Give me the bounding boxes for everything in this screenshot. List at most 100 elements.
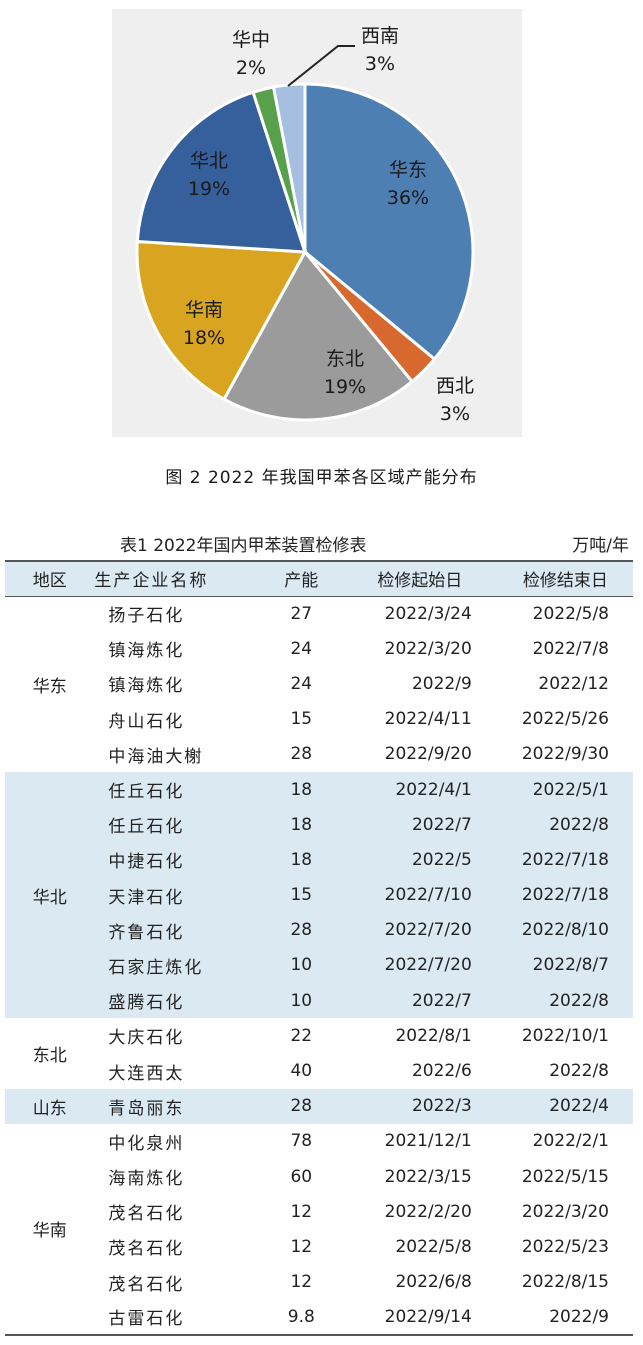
company-cell: 中海油大榭 — [108, 746, 204, 767]
leader-line — [287, 45, 355, 87]
table-row: 任丘石化 18 2022/7 2022/8 — [5, 807, 633, 843]
table-row: 茂名石化 12 2022/6/8 2022/8/15 — [5, 1264, 633, 1300]
end-date-cell: 2022/2/1 — [532, 1131, 609, 1152]
end-date-cell: 2022/5/15 — [521, 1166, 609, 1187]
capacity-cell: 27 — [290, 603, 313, 624]
slice-percent: 19% — [324, 376, 366, 398]
capacity-cell: 28 — [290, 1096, 313, 1117]
start-date-cell: 2022/6 — [411, 1061, 472, 1082]
slice-percent: 36% — [387, 187, 429, 209]
end-date-cell: 2022/7/18 — [521, 849, 609, 870]
capacity-cell: 24 — [290, 673, 313, 694]
table-row: 石家庄炼化 10 2022/7/20 2022/8/7 — [5, 947, 633, 984]
start-date-cell: 2022/4/1 — [395, 779, 472, 800]
slice-label: 华中 — [232, 29, 270, 51]
start-date-cell: 2022/9/14 — [384, 1306, 472, 1327]
capacity-cell: 18 — [290, 849, 313, 870]
start-date-cell: 2022/3/24 — [384, 603, 472, 624]
end-date-cell: 2022/8 — [549, 1061, 609, 1082]
company-cell: 扬子石化 — [108, 606, 185, 627]
capacity-cell: 15 — [290, 709, 313, 730]
capacity-cell: 18 — [290, 779, 313, 800]
table-row: 茂名石化 12 2022/5/8 2022/5/23 — [5, 1229, 633, 1265]
slice-percent: 18% — [183, 327, 225, 349]
end-date-cell: 2022/5/1 — [532, 779, 609, 800]
company-cell: 天津石化 — [108, 887, 185, 908]
slice-label: 西南 — [361, 25, 399, 47]
region-cell: 华北 — [32, 887, 67, 908]
end-date-cell: 2022/8/15 — [521, 1272, 609, 1293]
capacity-cell: 10 — [290, 955, 313, 976]
company-cell: 海南炼化 — [108, 1169, 185, 1190]
capacity-cell: 28 — [290, 744, 313, 765]
start-date-cell: 2022/8/1 — [395, 1025, 472, 1046]
group-shandong: 山东 青岛丽东 28 2022/3 2022/4 — [5, 1088, 633, 1124]
end-date-cell: 2022/5/23 — [521, 1236, 609, 1257]
header-start-date: 检修起始日 — [377, 571, 463, 592]
table-row: 茂名石化 12 2022/2/20 2022/3/20 — [5, 1194, 633, 1230]
start-date-cell: 2021/12/1 — [384, 1131, 472, 1152]
table-row: 东北 大庆石化 22 2022/8/1 2022/10/1 — [5, 1018, 633, 1066]
slice-label: 华东 — [389, 159, 427, 181]
region-cell: 华南 — [32, 1221, 67, 1242]
pie-chart: 华东 36% 西北 3% 东北 19% 华南 18% 华北 19% 华中 2% 西南 3% — [135, 25, 475, 425]
header-end-date: 检修结束日 — [522, 571, 608, 592]
pie-slice-2 — [222, 249, 415, 422]
slice-percent: 3% — [440, 403, 470, 425]
company-cell: 中捷石化 — [108, 852, 185, 873]
start-date-cell: 2022/2/20 — [384, 1201, 472, 1222]
start-date-cell: 2022/6/8 — [395, 1272, 472, 1293]
end-date-cell: 2022/5/8 — [532, 603, 609, 624]
group-dongbei: 东北 大庆石化 22 2022/8/1 2022/10/1 大连西太 40 2022/6 202… — [5, 1018, 633, 1089]
company-cell: 石家庄炼化 — [108, 957, 204, 978]
company-cell: 镇海炼化 — [108, 641, 185, 662]
capacity-cell: 24 — [290, 638, 313, 659]
company-cell: 盛腾石化 — [108, 993, 185, 1014]
slice-label: 华南 — [185, 299, 223, 321]
slice-percent: 2% — [236, 57, 266, 79]
header-region: 地区 — [32, 571, 67, 592]
table-row: 华南 中化泉州 78 2021/12/1 2022/2/1 — [5, 1123, 633, 1241]
start-date-cell: 2022/5/8 — [395, 1236, 472, 1257]
end-date-cell: 2022/7/8 — [532, 638, 609, 659]
table-row: 天津石化 15 2022/7/10 2022/7/18 — [5, 877, 633, 913]
end-date-cell: 2022/8/10 — [521, 920, 609, 941]
region-cell: 山东 — [32, 1098, 67, 1119]
start-date-cell: 2022/7/20 — [384, 955, 472, 976]
capacity-cell: 78 — [290, 1131, 313, 1152]
table-row: 中海油大榭 28 2022/9/20 2022/9/30 — [5, 736, 633, 772]
start-date-cell: 2022/7 — [411, 990, 472, 1011]
company-cell: 中化泉州 — [108, 1133, 185, 1154]
header-company: 生产企业名称 — [94, 571, 209, 592]
company-cell: 茂名石化 — [108, 1204, 185, 1225]
start-date-cell: 2022/4/11 — [384, 709, 472, 730]
slice-percent: 19% — [188, 178, 230, 200]
region-cell: 华东 — [32, 676, 67, 697]
end-date-cell: 2022/8/7 — [532, 955, 609, 976]
capacity-cell: 15 — [290, 885, 313, 906]
start-date-cell: 2022/9 — [411, 673, 472, 694]
slice-percent: 3% — [365, 53, 395, 75]
header-capacity: 产能 — [284, 571, 319, 592]
company-cell: 古雷石化 — [108, 1309, 185, 1330]
table-row: 华东 扬子石化 27 2022/3/24 2022/5/8 — [5, 596, 633, 697]
end-date-cell: 2022/8 — [549, 990, 609, 1011]
start-date-cell: 2022/7/10 — [384, 885, 472, 906]
group-huabei: 华北 任丘石化 18 2022/4/1 2022/5/1 任丘石化 18 2022/7 2022… — [5, 771, 633, 1019]
table-row: 大连西太 40 2022/6 2022/8 — [5, 1053, 633, 1089]
capacity-cell: 12 — [290, 1201, 313, 1222]
table-header: 地区 生产企业名称 产能 检修起始日 检修结束日 — [5, 561, 633, 596]
company-cell: 茂名石化 — [108, 1239, 185, 1260]
end-date-cell: 2022/9/30 — [521, 744, 609, 765]
start-date-cell: 2022/7 — [411, 814, 472, 835]
pie-slice-3 — [135, 239, 308, 402]
company-cell: 任丘石化 — [108, 817, 185, 838]
company-cell: 大庆石化 — [108, 1028, 185, 1049]
start-date-cell: 2022/3/20 — [384, 638, 472, 659]
slice-label: 华北 — [190, 150, 228, 172]
start-date-cell: 2022/5 — [411, 849, 472, 870]
end-date-cell: 2022/10/1 — [521, 1025, 609, 1046]
end-date-cell: 2022/12 — [538, 673, 609, 694]
capacity-cell: 40 — [290, 1061, 313, 1082]
table-row: 古雷石化 9.8 2022/9/14 2022/9 — [5, 1299, 633, 1335]
